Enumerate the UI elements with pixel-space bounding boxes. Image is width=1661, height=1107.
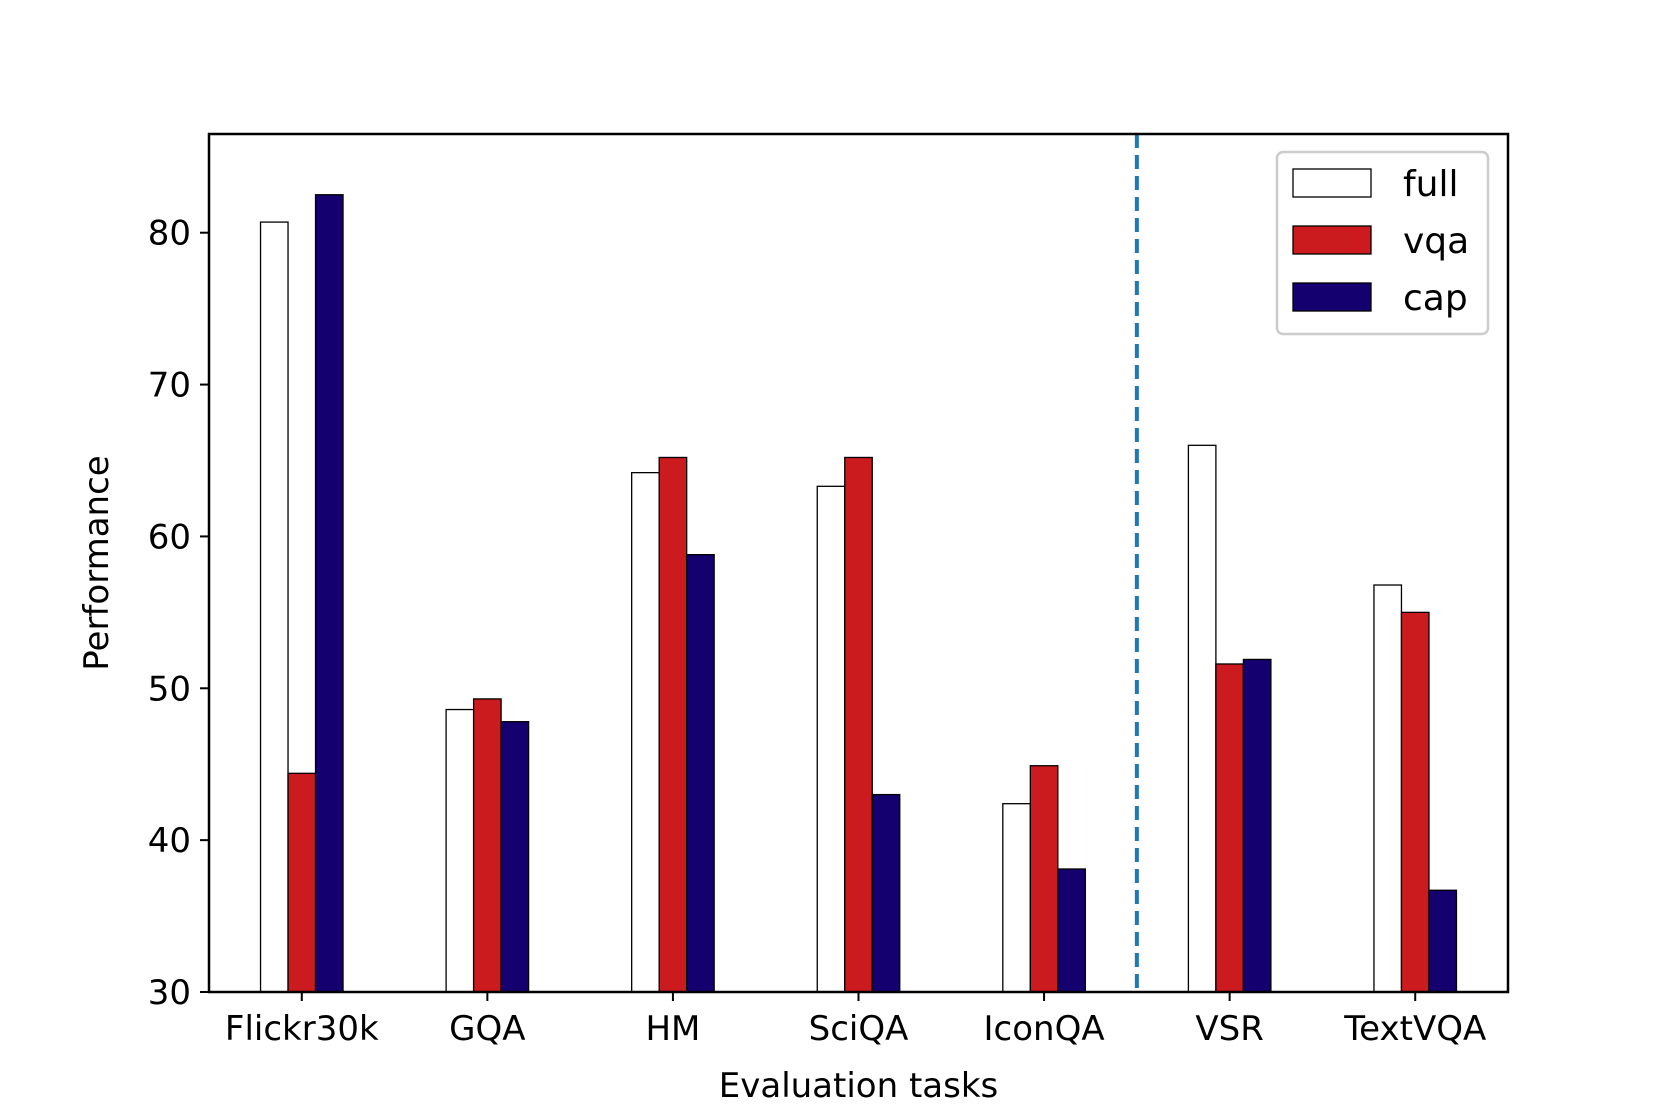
bar-vqa-gqa — [472, 698, 502, 993]
bar-vqa-sciqa — [844, 456, 873, 993]
y-tick-label: 80 — [148, 214, 191, 254]
x-axis: Flickr30k GQA HM SciQA IconQA VSR TextVQA — [225, 992, 1486, 1049]
bar-full-vsr — [1187, 444, 1217, 993]
y-tick-label: 40 — [148, 821, 191, 861]
x-tick-label: IconQA — [984, 1009, 1105, 1049]
legend: full vqa cap — [1275, 150, 1490, 336]
bar-full-gqa — [445, 708, 475, 993]
x-tick-label: GQA — [449, 1009, 525, 1049]
bar-vqa-textvqa — [1400, 611, 1430, 993]
y-tick-label: 60 — [148, 517, 191, 557]
bar-cap-vsr — [1242, 658, 1272, 993]
y-tick-label: 50 — [148, 669, 191, 709]
bar-full-flickr30k — [259, 221, 289, 993]
y-tick-label: 70 — [148, 366, 191, 406]
y-tick-label: 30 — [148, 973, 191, 1013]
bar-full-textvqa — [1373, 584, 1403, 993]
x-tick-label: SciQA — [809, 1009, 909, 1049]
bar-cap-sciqa — [871, 793, 901, 993]
bar-cap-gqa — [500, 721, 530, 993]
x-tick-label: Flickr30k — [225, 1009, 379, 1049]
legend-label-cap: cap — [1403, 278, 1468, 319]
bar-vqa-vsr — [1215, 663, 1245, 993]
y-axis-label: Performance — [77, 455, 117, 670]
legend-swatch-full — [1292, 168, 1372, 198]
bar-vqa-iconqa — [1029, 765, 1059, 993]
legend-label-full: full — [1403, 164, 1459, 205]
legend-swatch-vqa — [1292, 225, 1372, 255]
x-tick-label: TextVQA — [1343, 1009, 1486, 1049]
x-tick-label: VSR — [1195, 1009, 1263, 1049]
bar-cap-hm — [686, 553, 715, 993]
bar-cap-flickr30k — [314, 194, 344, 993]
legend-swatch-cap — [1292, 282, 1372, 312]
legend-label-vqa: vqa — [1403, 221, 1469, 262]
y-axis: 30 40 50 60 70 80 — [148, 214, 209, 1013]
bar-group — [259, 194, 1458, 993]
bar-cap-textvqa — [1428, 889, 1458, 993]
bar-full-iconqa — [1002, 803, 1031, 993]
x-tick-label: HM — [645, 1009, 700, 1049]
bar-vqa-hm — [658, 456, 688, 993]
bar-vqa-flickr30k — [287, 772, 317, 993]
bar-full-sciqa — [816, 485, 846, 993]
x-axis-label: Evaluation tasks — [719, 1066, 999, 1106]
bar-cap-iconqa — [1057, 868, 1086, 993]
bar-full-hm — [631, 471, 660, 993]
